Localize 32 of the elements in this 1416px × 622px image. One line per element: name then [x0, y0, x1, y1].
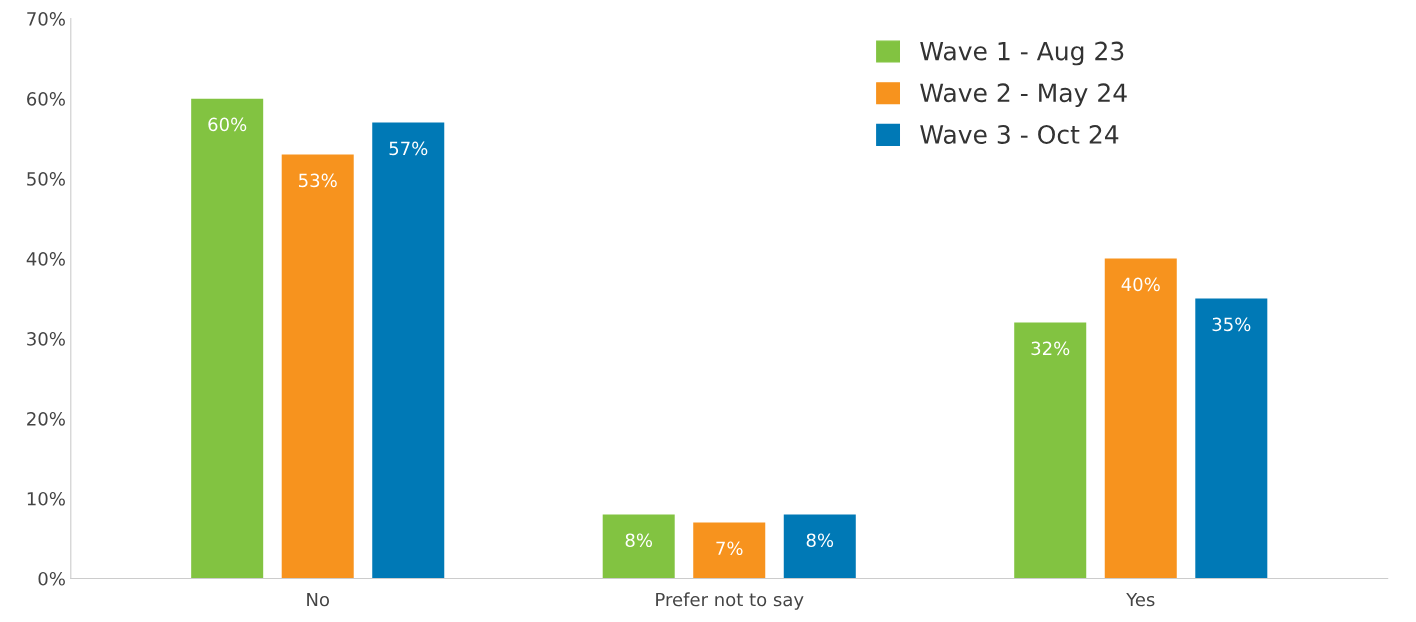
legend-label: Wave 1 - Aug 23 [920, 41, 1124, 66]
data-label: 40% [1121, 277, 1160, 292]
x-tick-label: Yes [1126, 592, 1155, 607]
bar [1104, 258, 1177, 579]
x-tick-label: Prefer not to say [656, 592, 804, 610]
bar [281, 154, 354, 579]
y-tick-label: 0% [38, 571, 65, 586]
data-label: 32% [1031, 341, 1070, 356]
data-label: 57% [389, 141, 428, 156]
bar [783, 514, 856, 579]
bar [602, 514, 675, 579]
bar [372, 122, 445, 579]
data-label: 60% [208, 117, 247, 132]
x-tick-label: No [307, 592, 329, 607]
legend-label: Wave 3 - Oct 24 [920, 125, 1119, 144]
data-label: 8% [806, 533, 834, 548]
legend-label: Wave 2 - May 24 [920, 83, 1127, 108]
y-tick-label: 60% [27, 92, 65, 106]
data-label: 53% [299, 173, 337, 188]
data-label: 7% [716, 541, 743, 556]
y-tick-label: 70% [27, 12, 65, 26]
y-tick-label: 30% [27, 332, 65, 346]
data-label: 8% [625, 533, 653, 548]
bar [693, 522, 766, 579]
y-tick-label: 10% [27, 491, 65, 506]
y-tick-label: 40% [26, 252, 65, 266]
data-label: 35% [1212, 317, 1251, 332]
bar [1014, 322, 1087, 579]
y-tick-label: 20% [27, 411, 65, 426]
bar [191, 98, 264, 579]
y-tick-label: 50% [27, 172, 65, 186]
bar [1195, 298, 1268, 579]
